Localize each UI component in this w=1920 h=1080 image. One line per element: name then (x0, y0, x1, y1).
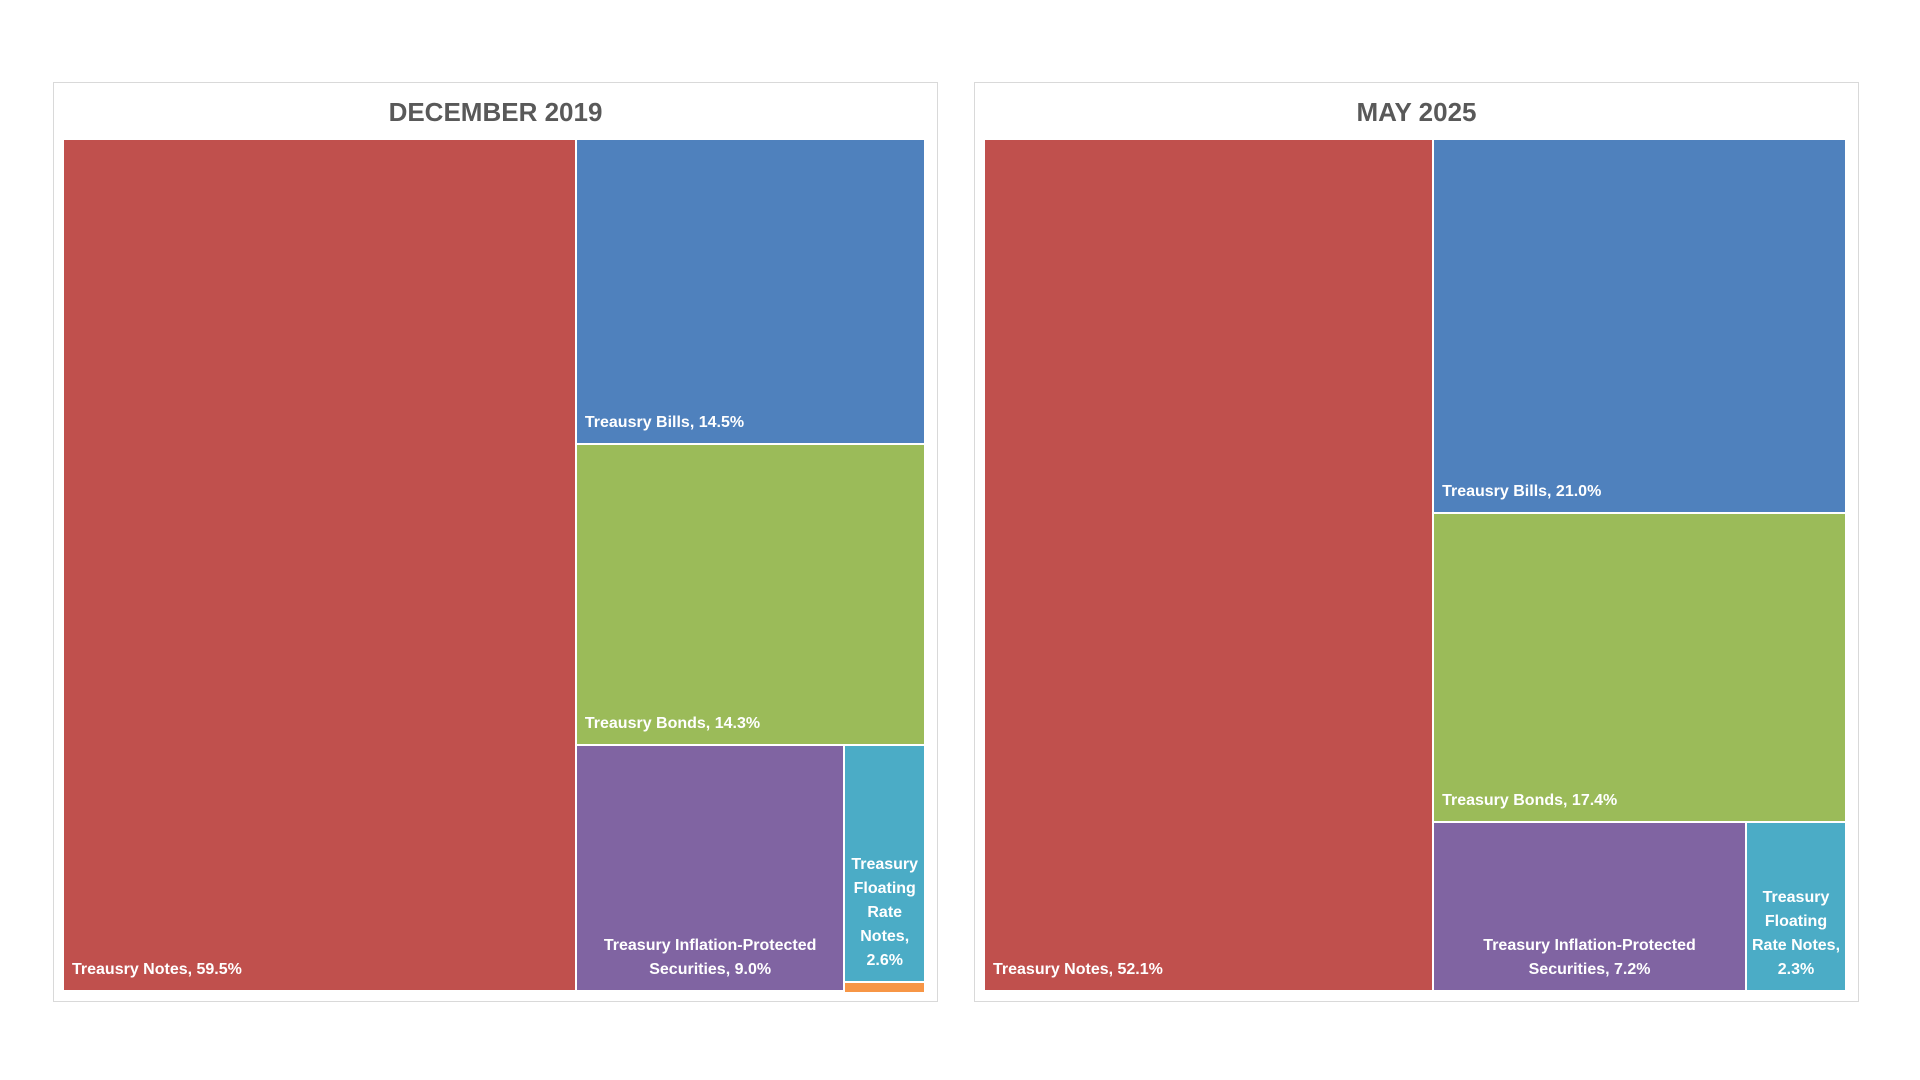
treemap-tile: Treasury Bonds, 17.4% (1434, 513, 1847, 823)
treemap-area: Treasury Notes, 52.1% Treausry Bills, 21.… (985, 140, 1847, 992)
tile-label: Treasury Notes, 52.1% (993, 961, 1163, 978)
treemap-tile: Treasury Inflation-Protected Securities,… (1434, 823, 1748, 992)
treemap-tile (845, 982, 926, 992)
tile-label: Treasury Bonds, 17.4% (1442, 792, 1618, 809)
chart-title: DECEMBER 2019 (388, 97, 603, 127)
tile-label: Treasury Floating Rate Notes, 2.3% (1751, 888, 1841, 978)
treemap-tile: Treasury Inflation-Protected Securities,… (576, 745, 846, 992)
tile-label: Treasury Inflation-Protected Securities,… (603, 936, 817, 978)
treemap-tile: Treausry Notes, 59.5% (64, 140, 577, 992)
treemap-tile: Treausry Bills, 21.0% (1434, 140, 1847, 514)
treemap-tile: Treasury Floating Rate Notes, 2.3% (1747, 823, 1847, 992)
treemap-tile: Treausry Bonds, 14.3% (576, 445, 926, 746)
chart-title: MAY 2025 (1356, 97, 1477, 127)
treemap-tile: Treausry Bills, 14.5% (576, 140, 926, 446)
tile-label: Treasury Inflation-Protected Securities,… (1483, 936, 1696, 978)
tile-label: Treausry Notes, 59.5% (72, 961, 242, 978)
tile-label: Treausry Bonds, 14.3% (584, 714, 761, 732)
tile-label: Treausry Bills, 21.0% (1442, 482, 1602, 500)
treemap-area: Treausry Notes, 59.5% Treausry Bills, 14.… (64, 140, 926, 992)
tile-label: Treasury Floating Rate Notes, 2.6% (851, 855, 919, 969)
treemap-panel-december-2019: DECEMBER 2019 Treausry Notes, 59.5% Treau… (53, 82, 938, 1002)
treemap-tile: Treasury Floating Rate Notes, 2.6% (845, 745, 926, 983)
tile-label: Treausry Bills, 14.5% (584, 414, 745, 432)
treemap-panel-may-2025: MAY 2025 Treasury Notes, 52.1% Treausry B… (974, 82, 1859, 1002)
treemap-tile: Treasury Notes, 52.1% (985, 140, 1435, 992)
